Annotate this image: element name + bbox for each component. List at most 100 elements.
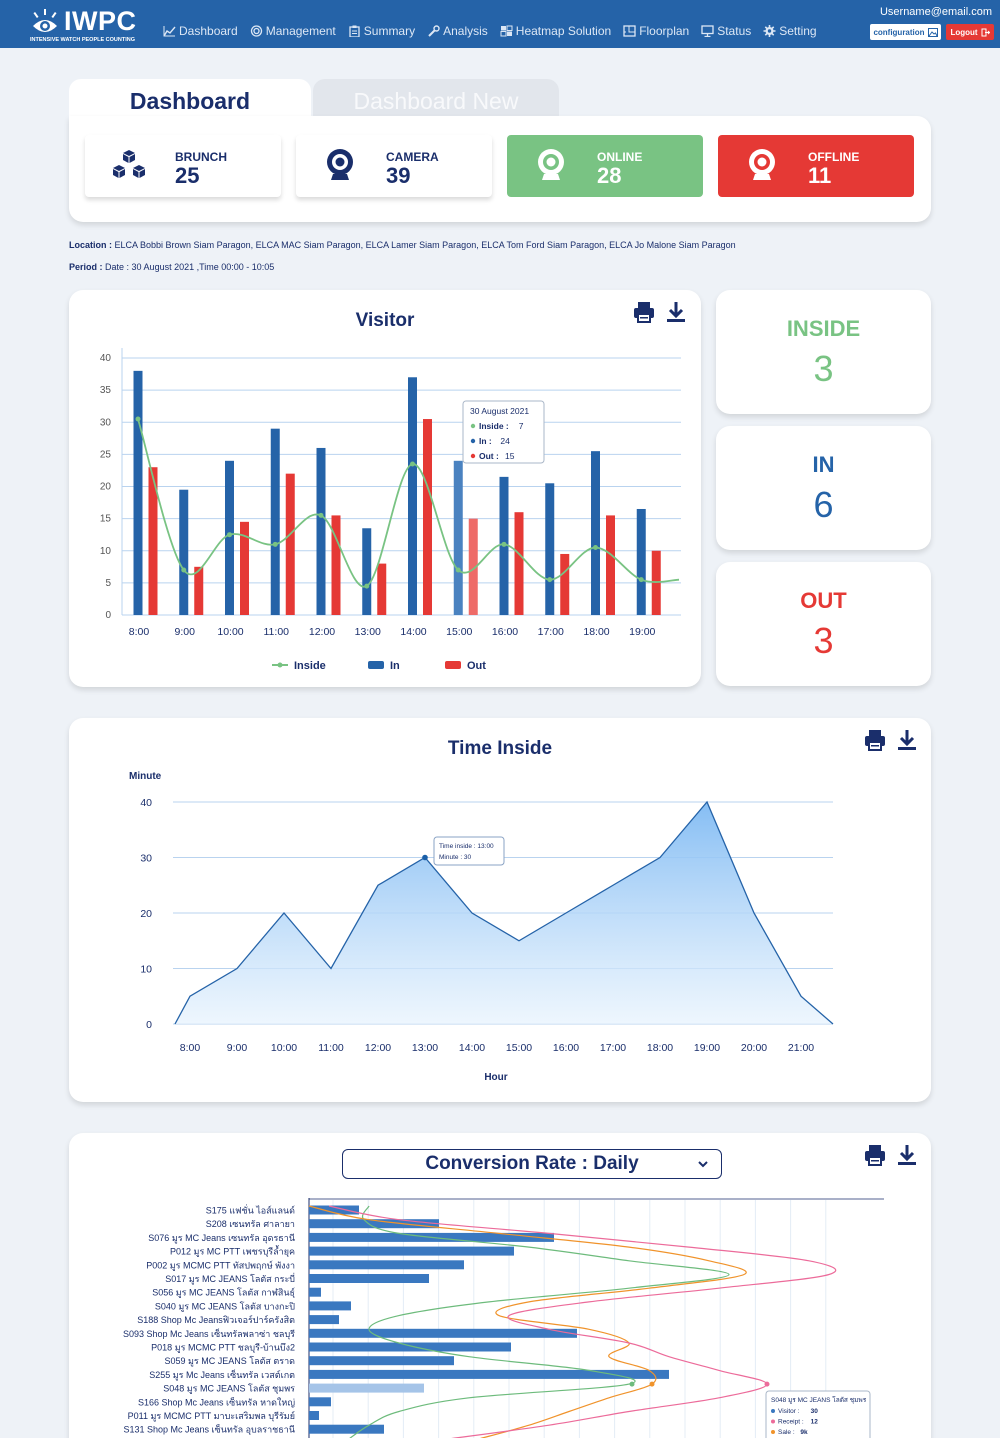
x-tick-label: 19:00 [694, 1042, 720, 1054]
nav-item-setting[interactable]: Setting [763, 24, 817, 38]
tooltip-label: Receipt : [778, 1419, 804, 1426]
download-icon[interactable] [895, 728, 919, 752]
category-label: S131 Shop Mc Jeans เซ็นทรัล อุบลราชธานี [123, 1423, 295, 1436]
location-line: Location : ELCA Bobbi Brown Siam Paragon… [69, 240, 736, 250]
sale-line [328, 1205, 837, 1438]
tooltip-line: Minute : 30 [439, 854, 472, 861]
logo-text: IWPC [64, 6, 137, 36]
x-tick-label: 21:00 [788, 1042, 814, 1054]
tooltip-label: Visitor : [778, 1408, 800, 1415]
stat-value: 25 [175, 163, 200, 188]
time-inside-tools [863, 728, 919, 752]
category-label: S166 Shop Mc Jeans เซ็นทรัล หาดใหญ่ [138, 1395, 295, 1407]
conversion-bar [309, 1342, 511, 1352]
visitor-title: Visitor [355, 310, 415, 331]
tab-dashboard-new[interactable]: Dashboard New [313, 79, 559, 117]
nav-item-analysis[interactable]: Analysis [427, 24, 488, 38]
logout-button[interactable]: Logout [946, 24, 994, 40]
x-tick-label: 14:00 [459, 1042, 485, 1054]
inside-line [137, 418, 680, 588]
logo-subtitle: INTENSIVE WATCH PEOPLE COUNTING [30, 37, 136, 43]
bar-in [545, 483, 555, 615]
conversion-bar [309, 1315, 339, 1325]
download-icon[interactable] [895, 1143, 919, 1167]
receipt-line [308, 1205, 747, 1438]
stat-label: CAMERA [386, 150, 439, 164]
nav-item-label: Setting [779, 24, 817, 38]
nav-item-management[interactable]: Management [250, 24, 336, 38]
bar-in [362, 528, 372, 615]
y-tick-label: 20 [140, 908, 152, 920]
inside-point [593, 545, 598, 551]
nav-item-status[interactable]: Status [701, 24, 751, 38]
x-tick-label: 20:00 [741, 1042, 767, 1054]
period-text: Date : 30 August 2021 ,Time 00:00 - 10:0… [105, 262, 275, 272]
highlight-dot [629, 1381, 635, 1387]
configuration-button[interactable]: configuration [870, 24, 941, 40]
webcam-icon [538, 149, 564, 180]
nav-item-floorplan[interactable]: Floorplan [623, 24, 689, 38]
inside-point [455, 567, 461, 573]
kpi-label: INSIDE [786, 316, 861, 341]
nav-item-label: Analysis [443, 24, 488, 38]
print-icon[interactable] [863, 728, 887, 752]
logout-icon [981, 28, 990, 36]
tooltip-date: 30 August 2021 [470, 406, 529, 416]
y-tick-label: 25 [100, 449, 112, 460]
category-label: P002 มูร MCMC PTT ทัสปพฤกษ์ พังงา [146, 1259, 295, 1271]
tab-dashboard[interactable]: Dashboard [69, 79, 311, 123]
nav-item-summary[interactable]: Summary [348, 24, 415, 38]
webcam-icon [327, 149, 353, 180]
category-label: S076 มูร MC Jeans เซนทรัล อุดรธานี [148, 1233, 295, 1244]
nav-item-heatmap-solution[interactable]: Heatmap Solution [500, 24, 611, 38]
print-icon[interactable] [863, 1143, 887, 1167]
x-tick-label: 19:00 [629, 626, 655, 638]
inside-point [227, 532, 232, 538]
x-tick-label: 9:00 [227, 1042, 248, 1054]
time-inside-title: Time Inside [447, 738, 553, 759]
y-tick-label: 30 [100, 417, 112, 428]
tooltip-label: Out : [479, 451, 499, 461]
nav-item-dashboard[interactable]: Dashboard [163, 24, 238, 38]
x-tick-label: 14:00 [400, 626, 426, 638]
tooltip-dot [470, 423, 476, 429]
cubes-icon [113, 150, 145, 178]
x-tick-label: 10:00 [271, 1042, 297, 1054]
gear-icon [763, 25, 776, 37]
nav-item-label: Status [717, 24, 752, 38]
download-icon[interactable] [664, 300, 688, 324]
x-tick-label: 15:00 [446, 626, 472, 638]
print-icon[interactable] [632, 300, 656, 324]
kpi-out: OUT 3 [716, 562, 931, 686]
x-tick-label: 17:00 [600, 1042, 626, 1054]
period-label: Period : [69, 262, 103, 272]
tooltip-box [433, 836, 505, 866]
tooltip-dot [771, 1430, 775, 1434]
y-tick-label: 5 [105, 578, 111, 589]
logo[interactable]: IWPC INTENSIVE WATCH PEOPLE COUNTING [30, 6, 150, 44]
category-label: S255 มูร Mc Jeans เซ็นทรัล เวสต์เกต [149, 1368, 295, 1381]
kpi-in: IN 6 [716, 426, 931, 550]
category-label: S017 มูร MC JEANS โลตัส กระบี่ [165, 1272, 295, 1285]
x-tick-label: 17:00 [538, 626, 564, 638]
x-tick-label: 15:00 [506, 1042, 532, 1054]
legend-label: Out [467, 660, 486, 672]
bar-out [651, 550, 661, 615]
highlight-point [422, 854, 428, 861]
conversion-bar [309, 1397, 331, 1407]
x-tick-label: 10:00 [217, 626, 243, 638]
inside-point [501, 541, 507, 547]
conversion-card: S175 แฟชั่น ไอส์แลนด์ S208 เซนทรัล ศาลายา… [69, 1133, 931, 1438]
visitor-tools [632, 300, 688, 324]
conversion-tools [863, 1143, 919, 1167]
bar-in [316, 447, 326, 615]
conversion-period-select[interactable]: Conversion Rate : Daily [342, 1149, 722, 1179]
tooltip-value: 7 [519, 421, 524, 431]
category-label: S048 มูร MC JEANS โลตัส ชุมพร [163, 1384, 295, 1395]
tooltip-dot [771, 1409, 775, 1413]
time-line [174, 800, 834, 1025]
bar-out [148, 467, 158, 615]
x-tick-label: 11:00 [318, 1042, 344, 1054]
y-tick-label: 0 [146, 1019, 152, 1031]
y-tick-label: 30 [140, 853, 152, 865]
